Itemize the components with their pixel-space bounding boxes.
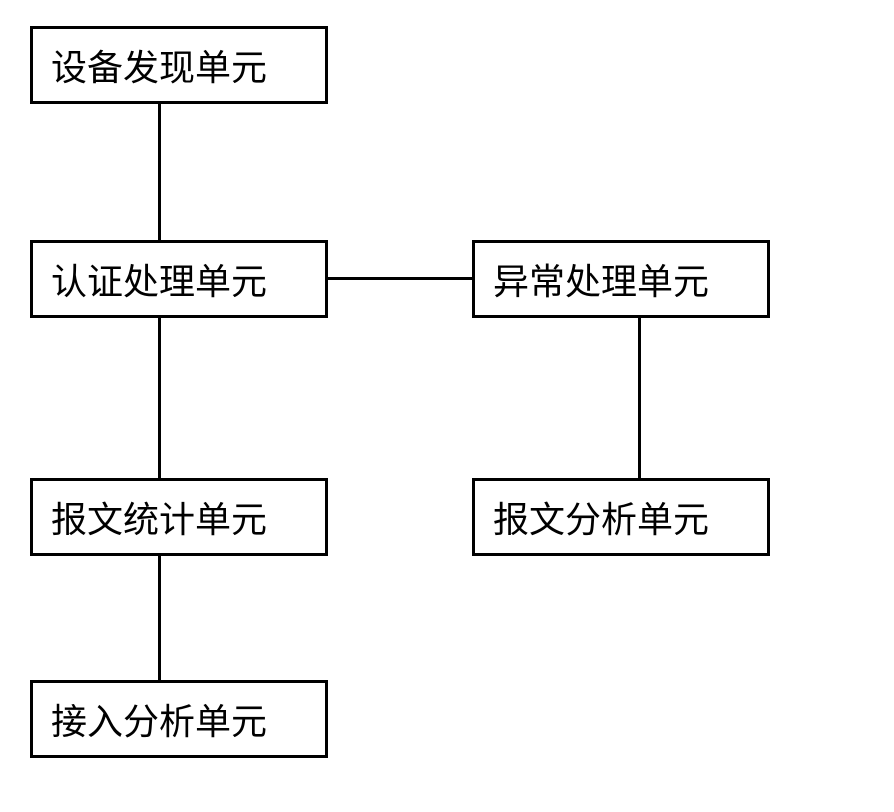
- node-label: 报文分析单元: [493, 491, 709, 543]
- node-label: 异常处理单元: [493, 253, 709, 305]
- node-exception-processing-unit: 异常处理单元: [472, 240, 770, 318]
- edge-n2-n3: [328, 277, 472, 280]
- node-label: 认证处理单元: [51, 253, 267, 305]
- node-label: 接入分析单元: [51, 693, 267, 745]
- node-label: 报文统计单元: [51, 491, 267, 543]
- edge-n3-n5: [638, 318, 641, 478]
- node-access-analysis-unit: 接入分析单元: [30, 680, 328, 758]
- node-message-analysis-unit: 报文分析单元: [472, 478, 770, 556]
- node-auth-processing-unit: 认证处理单元: [30, 240, 328, 318]
- edge-n4-n6: [158, 556, 161, 680]
- node-message-statistics-unit: 报文统计单元: [30, 478, 328, 556]
- node-label: 设备发现单元: [51, 39, 267, 91]
- flowchart-diagram: 设备发现单元 认证处理单元 异常处理单元 报文统计单元 报文分析单元 接入分析单…: [0, 0, 894, 812]
- edge-n2-n4: [158, 318, 161, 478]
- edge-n1-n2: [158, 104, 161, 240]
- node-device-discovery-unit: 设备发现单元: [30, 26, 328, 104]
